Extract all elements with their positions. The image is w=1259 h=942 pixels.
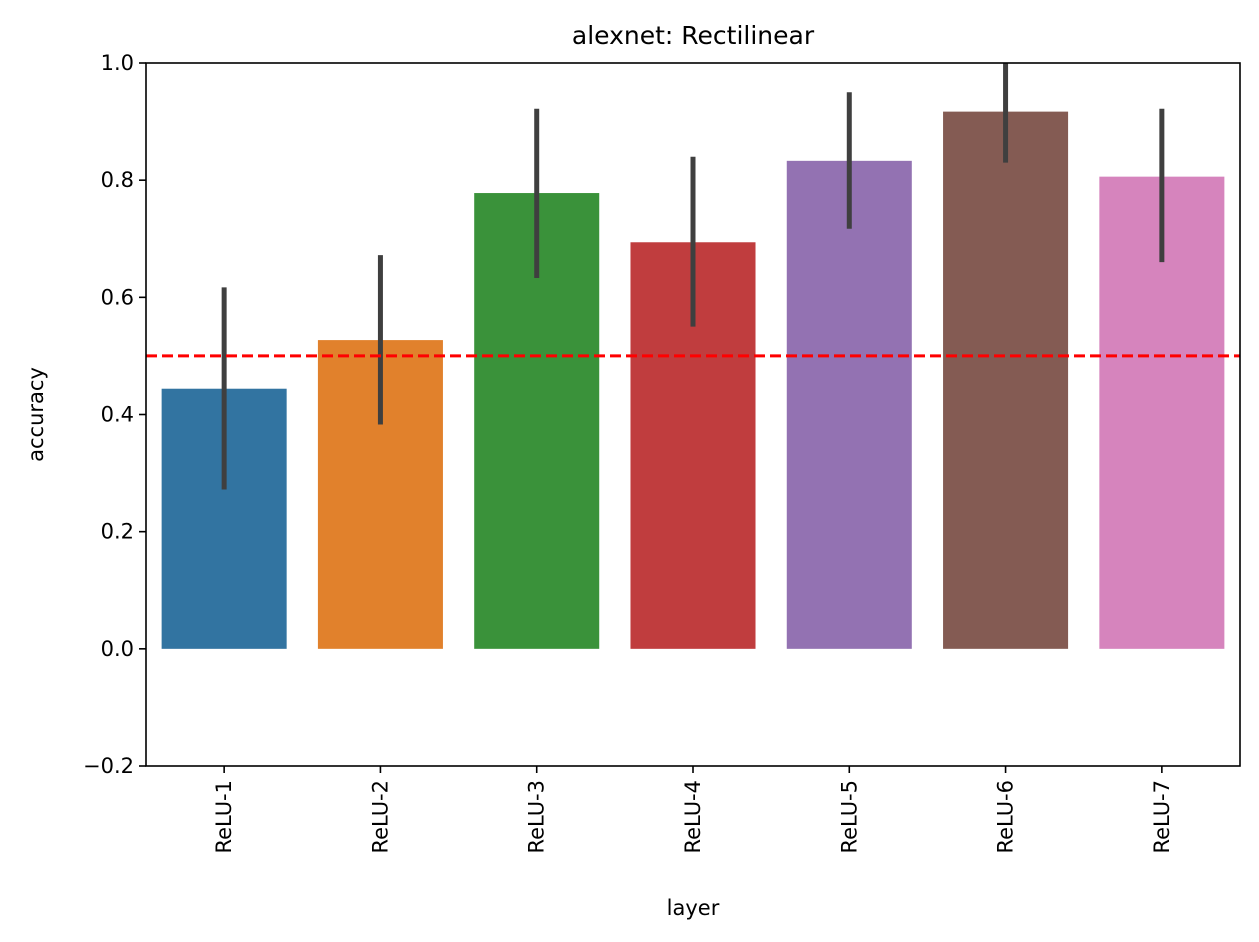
- y-axis: −0.2 0.0 0.2 0.4 0.6 0.8 1.0: [83, 51, 146, 778]
- y-tick-label: 1.0: [101, 51, 134, 75]
- x-tick-label-relu-2: ReLU-2: [368, 780, 392, 854]
- x-tick-label-relu-4: ReLU-4: [681, 780, 705, 854]
- x-axis-label: layer: [667, 896, 720, 920]
- chart-title: alexnet: Rectilinear: [572, 21, 815, 50]
- x-tick-label-relu-6: ReLU-6: [994, 780, 1018, 854]
- error-bars-layer: [221, 63, 1165, 490]
- y-tick-label: 0.2: [101, 520, 134, 544]
- y-tick-label: −0.2: [83, 754, 134, 778]
- x-tick-label-relu-7: ReLU-7: [1150, 780, 1174, 854]
- bar-relu-5: [786, 160, 912, 649]
- x-axis: ReLU-1 ReLU-2 ReLU-3 ReLU-4 ReLU-5 ReLU-6 ReLU…: [212, 766, 1174, 854]
- y-axis-label: accuracy: [24, 367, 48, 462]
- x-tick-label-relu-1: ReLU-1: [212, 780, 236, 854]
- y-tick-label: 0.0: [101, 637, 134, 661]
- y-tick-label: 0.8: [101, 168, 134, 192]
- y-tick-label: 0.6: [101, 285, 134, 309]
- y-tick-label: 0.4: [101, 403, 134, 427]
- x-tick-label-relu-5: ReLU-5: [837, 780, 861, 854]
- bar-relu-6: [943, 111, 1069, 649]
- x-tick-label-relu-3: ReLU-3: [525, 780, 549, 854]
